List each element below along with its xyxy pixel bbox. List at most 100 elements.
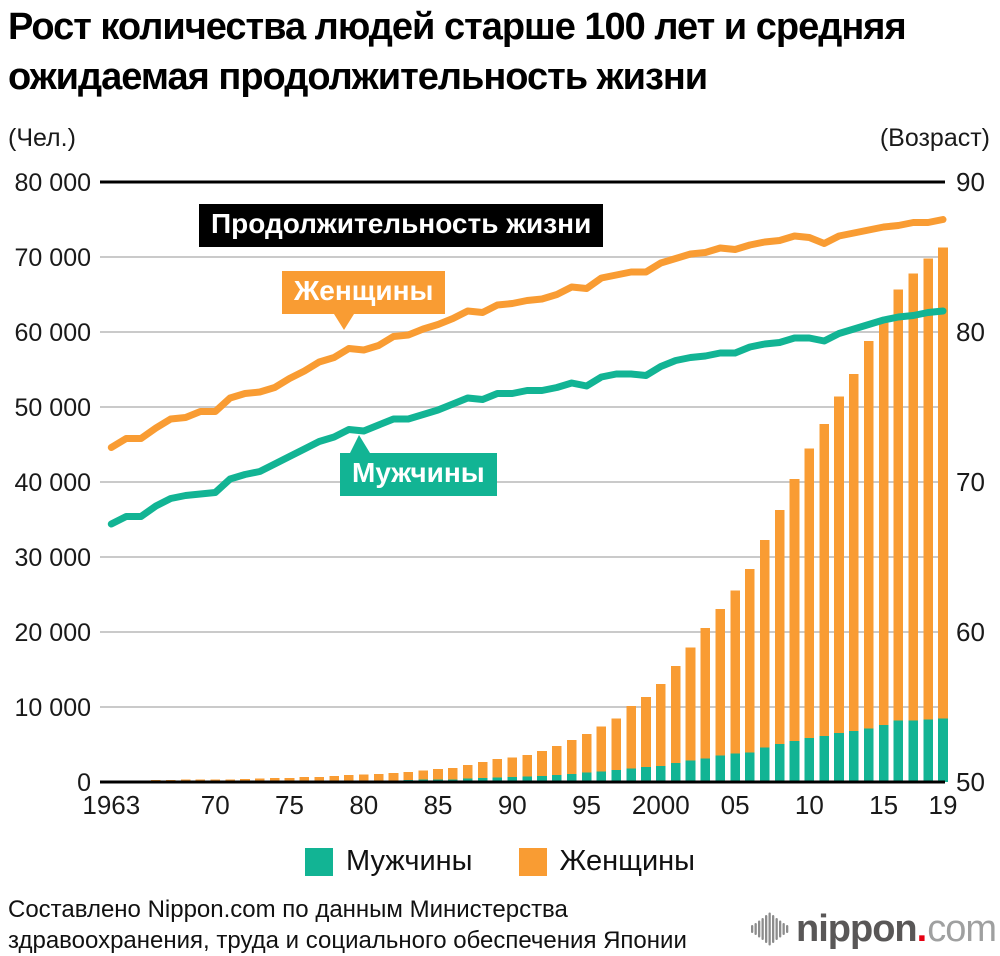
bar-men	[878, 725, 889, 782]
legend-label-women: Женщины	[559, 845, 696, 877]
bar-men	[819, 735, 829, 782]
bar-women	[745, 569, 755, 753]
y-axis-label-right: 90	[956, 167, 985, 197]
bar-women	[596, 726, 607, 772]
y-axis-label-left: 70 000	[15, 244, 91, 272]
source-note-line1: Составлено Nippon.com по данным Министер…	[8, 896, 568, 923]
bar-men	[923, 719, 933, 782]
legend-item-men: Мужчины	[304, 845, 473, 878]
page-title-line1: Рост количества людей старше 100 лет и с…	[8, 6, 907, 48]
bar-men	[700, 758, 711, 782]
bar-men	[715, 755, 726, 782]
x-axis-label: 90	[498, 790, 527, 820]
logo-name: nippon	[796, 908, 918, 950]
bar-women	[670, 665, 681, 763]
bar-men	[611, 770, 622, 782]
bar-men	[566, 773, 577, 782]
bar-men	[670, 762, 681, 782]
bar-men	[626, 768, 636, 782]
logo-dot: .	[916, 908, 928, 950]
x-axis-label: 85	[424, 790, 453, 820]
bar-women	[863, 340, 874, 729]
bar-women	[685, 647, 696, 761]
bar-women	[834, 396, 844, 733]
x-axis-label: 75	[275, 790, 304, 820]
bar-women	[269, 778, 280, 782]
bar-women	[507, 757, 518, 777]
source-note: Составлено Nippon.com по данным Министер…	[8, 894, 687, 956]
y-axis-label-left: 30 000	[15, 544, 91, 572]
bar-women	[284, 777, 295, 782]
bar-women	[462, 764, 473, 779]
bar-men	[863, 728, 874, 782]
bar-women	[388, 773, 399, 781]
y-axis-label-right: 80	[956, 317, 985, 347]
y-axis-label-left: 0	[77, 769, 91, 797]
bar-men	[730, 753, 740, 782]
women-swatch-icon	[518, 847, 547, 876]
y-axis-label-left: 60 000	[15, 319, 91, 347]
bar-women	[566, 740, 577, 774]
bar-women	[418, 770, 428, 780]
life-expectancy-callout: Продолжительность жизни	[199, 204, 604, 247]
bar-women	[759, 539, 770, 748]
bar-men	[834, 732, 844, 782]
x-axis-label: 2000	[632, 790, 690, 820]
bar-men	[507, 776, 518, 782]
y-axis-label-right: 60	[956, 617, 985, 647]
bar-women	[344, 774, 354, 781]
callout-pointer-down	[334, 314, 354, 330]
bar-men	[745, 752, 755, 782]
bar-women	[522, 754, 532, 777]
bar-men	[656, 765, 666, 782]
line-men	[107, 307, 947, 528]
bar-women	[878, 320, 889, 726]
bar-women	[552, 745, 562, 775]
bar-women	[581, 734, 592, 773]
bar-women	[730, 590, 740, 754]
bar-women	[789, 479, 800, 742]
bar-men	[938, 718, 948, 782]
men-line-callout: Мужчины	[340, 435, 497, 496]
bar-women	[240, 778, 250, 782]
bar-women	[255, 778, 265, 782]
bar-women	[403, 771, 414, 780]
bar-men	[462, 778, 473, 782]
logo-text: nippon.com	[796, 908, 997, 950]
bar-men	[477, 777, 488, 782]
bar-women	[908, 273, 919, 721]
bar-women	[656, 684, 666, 766]
bar-men	[804, 737, 815, 782]
right-axis-unit: (Возраст)	[879, 124, 990, 152]
source-note-line2: здравоохранения, труда и социального обе…	[8, 927, 687, 954]
bar-men	[774, 744, 785, 782]
bar-men	[596, 771, 607, 782]
legend-item-women: Женщины	[518, 845, 696, 878]
sound-wave-icon	[751, 912, 789, 946]
bar-women	[537, 750, 547, 776]
x-axis-label: 1963	[82, 790, 140, 820]
bar-men	[759, 747, 770, 782]
bar-men	[552, 774, 562, 782]
x-axis-label: 80	[349, 790, 378, 820]
bar-women	[611, 718, 622, 771]
bar-women	[700, 627, 711, 759]
page-title-line2: ожидаемая продолжительность жизни	[8, 56, 708, 98]
y-axis-label-left: 50 000	[15, 394, 91, 422]
bar-women	[715, 609, 726, 756]
x-axis-label: 05	[721, 790, 750, 820]
nippon-logo: nippon.com	[751, 908, 997, 950]
left-axis-unit: (Чел.)	[8, 124, 76, 152]
bar-men	[849, 731, 859, 782]
bar-women	[448, 768, 458, 780]
callout-pointer-up	[350, 435, 370, 453]
men-swatch-icon	[304, 847, 333, 876]
y-axis-label-right: 50	[956, 767, 985, 797]
bar-women	[492, 758, 503, 778]
bar-women	[433, 768, 443, 780]
bar-women	[329, 776, 339, 782]
bar-men	[492, 777, 503, 782]
bar-men	[908, 720, 919, 782]
bar-women	[923, 258, 933, 720]
